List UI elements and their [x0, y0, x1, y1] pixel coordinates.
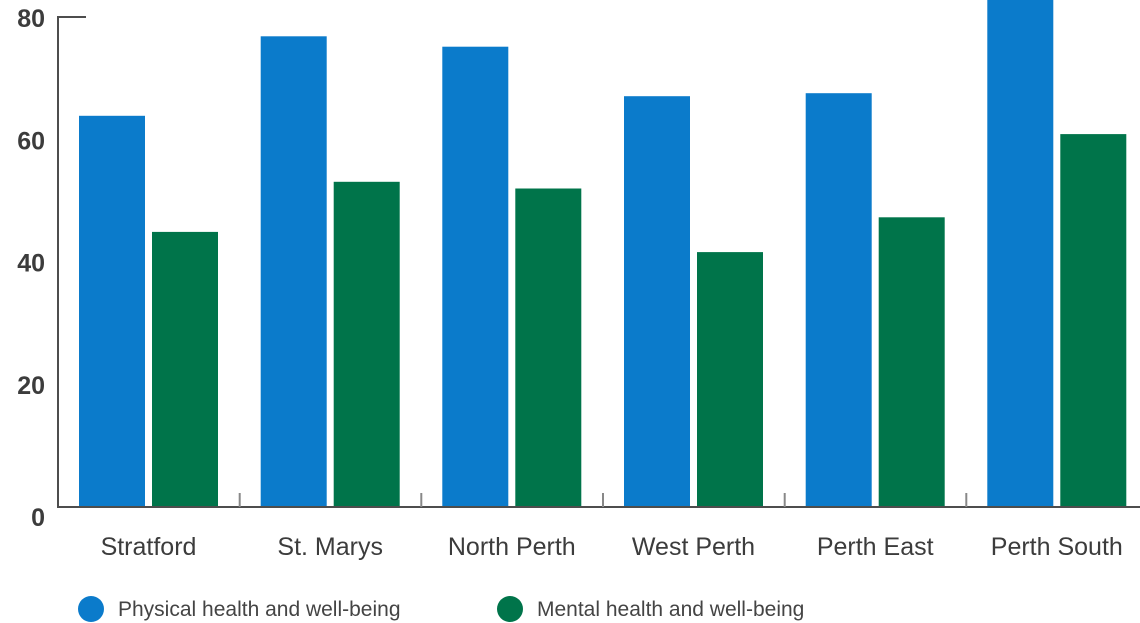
bar-west-perth-mental — [697, 252, 763, 507]
bars — [79, 0, 1127, 508]
y-tick-label: 20 — [17, 372, 45, 400]
bar-north-perth-mental — [515, 188, 582, 507]
bar-stratford-mental — [152, 231, 218, 507]
x-axis-category-labels: Stratford St. Marys North Perth West Perth P… — [101, 533, 1123, 561]
x-category-label: Perth East — [817, 533, 934, 561]
bar-perth-east-mental — [878, 217, 945, 508]
legend: Physical health and well-being Mental hea… — [78, 596, 804, 622]
x-category-label: Perth South — [991, 533, 1123, 561]
bar-perth-south-physical — [987, 0, 1054, 507]
y-tick-label: 40 — [17, 250, 45, 278]
x-category-label: West Perth — [632, 533, 755, 561]
bar-perth-east-physical — [805, 93, 872, 507]
bar-perth-south-mental — [1060, 134, 1127, 507]
y-axis-tick-labels: 0 20 40 60 80 — [17, 5, 45, 532]
bar-st-marys-mental — [333, 181, 400, 508]
x-category-label: St. Marys — [277, 533, 383, 561]
x-category-label: Stratford — [101, 533, 197, 561]
legend-label: Physical health and well-being — [118, 598, 401, 621]
legend-label: Mental health and well-being — [537, 598, 804, 621]
y-tick-label: 60 — [17, 127, 45, 155]
bar-st-marys-physical — [260, 36, 327, 508]
bar-north-perth-physical — [442, 46, 509, 507]
legend-swatch — [497, 596, 523, 622]
y-tick-label: 80 — [17, 5, 45, 33]
bar-west-perth-physical — [624, 96, 690, 507]
bar-stratford-physical — [79, 115, 145, 508]
x-axis-ticks — [238, 493, 968, 507]
x-category-label: North Perth — [448, 533, 576, 561]
y-tick-label: 0 — [31, 504, 45, 532]
legend-swatch — [78, 596, 104, 622]
